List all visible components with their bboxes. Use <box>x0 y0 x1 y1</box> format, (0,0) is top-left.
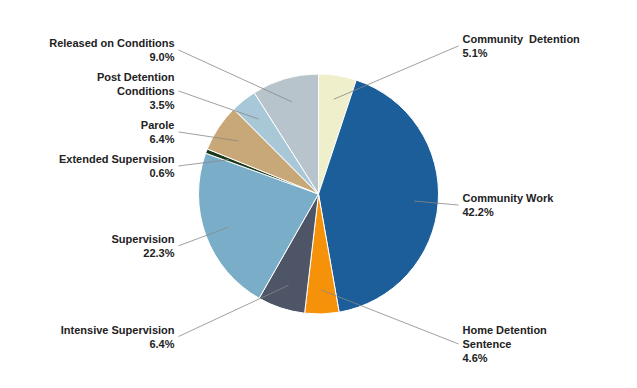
leader-line <box>179 227 229 246</box>
leader-line <box>179 285 289 336</box>
pie-slice <box>319 80 439 312</box>
leader-line <box>334 46 459 99</box>
data-label: 6.4% <box>149 338 174 350</box>
slice-label: Released on Conditions <box>49 37 174 49</box>
slice-label: Post DetentionConditions <box>97 71 175 97</box>
pie-chart: Community Detention 5.1% Community Work 42.… <box>0 0 637 388</box>
slice-label: Supervision <box>112 233 175 245</box>
leader-line <box>179 160 229 166</box>
slices <box>198 74 438 314</box>
data-label: 42.2% <box>463 206 494 218</box>
leader-line <box>414 201 458 205</box>
data-label: 5.1% <box>463 47 488 59</box>
pie-slice <box>254 74 318 194</box>
leader-lines <box>179 46 459 344</box>
slice-label: Extended Supervision <box>59 153 175 165</box>
data-label: 22.3% <box>143 247 174 259</box>
labels: Community Detention 5.1% Community Work 42.… <box>49 33 580 364</box>
slice-label: Community Work <box>463 192 555 204</box>
slice-label: Community Detention <box>463 33 581 45</box>
slice-label: Home DetentionSentence <box>463 324 548 350</box>
data-label: 3.5% <box>149 99 174 111</box>
leader-line <box>179 132 239 141</box>
data-label: 9.0% <box>149 51 174 63</box>
data-label: 4.6% <box>463 352 488 364</box>
leader-line <box>179 50 292 102</box>
leader-line <box>321 290 458 344</box>
data-label: 0.6% <box>149 167 174 179</box>
leader-line <box>179 91 259 119</box>
slice-label: Intensive Supervision <box>61 324 175 336</box>
chart-container: Community Detention 5.1% Community Work 42.… <box>0 0 637 388</box>
data-label: 6.4% <box>149 133 174 145</box>
slice-label: Parole <box>141 119 175 131</box>
